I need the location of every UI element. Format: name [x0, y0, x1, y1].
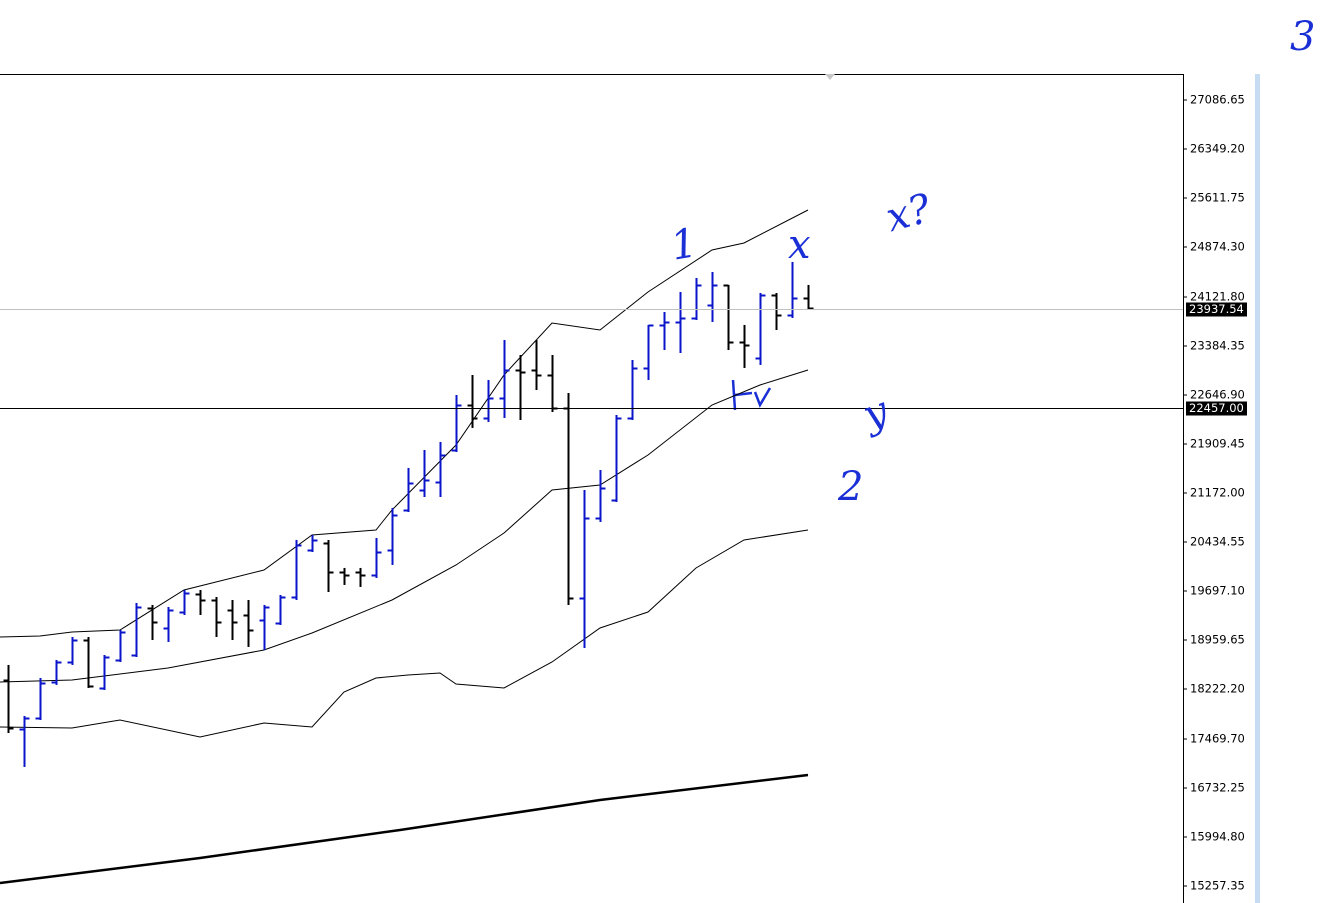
scrollbar[interactable]: [1255, 74, 1260, 903]
price-label-box: [1186, 401, 1247, 416]
y-tick-label: 20434.55: [1190, 535, 1245, 549]
indicator-line: [0, 529, 809, 738]
y-tick-label: 24874.30: [1190, 240, 1245, 254]
indicator-line: [0, 773, 809, 885]
y-tick-label: 15257.35: [1190, 879, 1245, 893]
y-tick-label: 21909.45: [1190, 437, 1245, 451]
y-tick-label: 21172.00: [1190, 486, 1245, 500]
y-tick-label: 18222.20: [1190, 682, 1245, 696]
hand-annotation: 2: [837, 464, 863, 510]
shift-marker[interactable]: [825, 74, 835, 80]
y-tick-label: 24121.80: [1190, 290, 1245, 304]
indicator-line: [0, 369, 809, 683]
price-label: 22457.00: [1189, 401, 1244, 415]
y-tick-label: 15994.80: [1190, 830, 1245, 844]
y-tick-label: 16732.25: [1190, 781, 1245, 795]
plot-area: [0, 209, 814, 885]
y-tick-label: 26349.20: [1190, 142, 1245, 156]
y-tick-label: 19697.10: [1190, 584, 1245, 598]
y-tick-label: 18959.65: [1190, 633, 1245, 647]
y-tick-label: 23384.35: [1190, 339, 1245, 353]
y-tick-label: 22646.90: [1190, 388, 1245, 402]
y-tick-label: 27086.65: [1190, 93, 1245, 107]
y-tick-label: 25611.75: [1190, 191, 1245, 205]
price-label-box: [1186, 302, 1247, 317]
price-label: 23937.54: [1189, 302, 1244, 316]
y-tick-label: 17469.70: [1190, 732, 1245, 746]
hand-annotation: x: [788, 222, 811, 268]
hand-annotation: 3: [1290, 14, 1315, 60]
